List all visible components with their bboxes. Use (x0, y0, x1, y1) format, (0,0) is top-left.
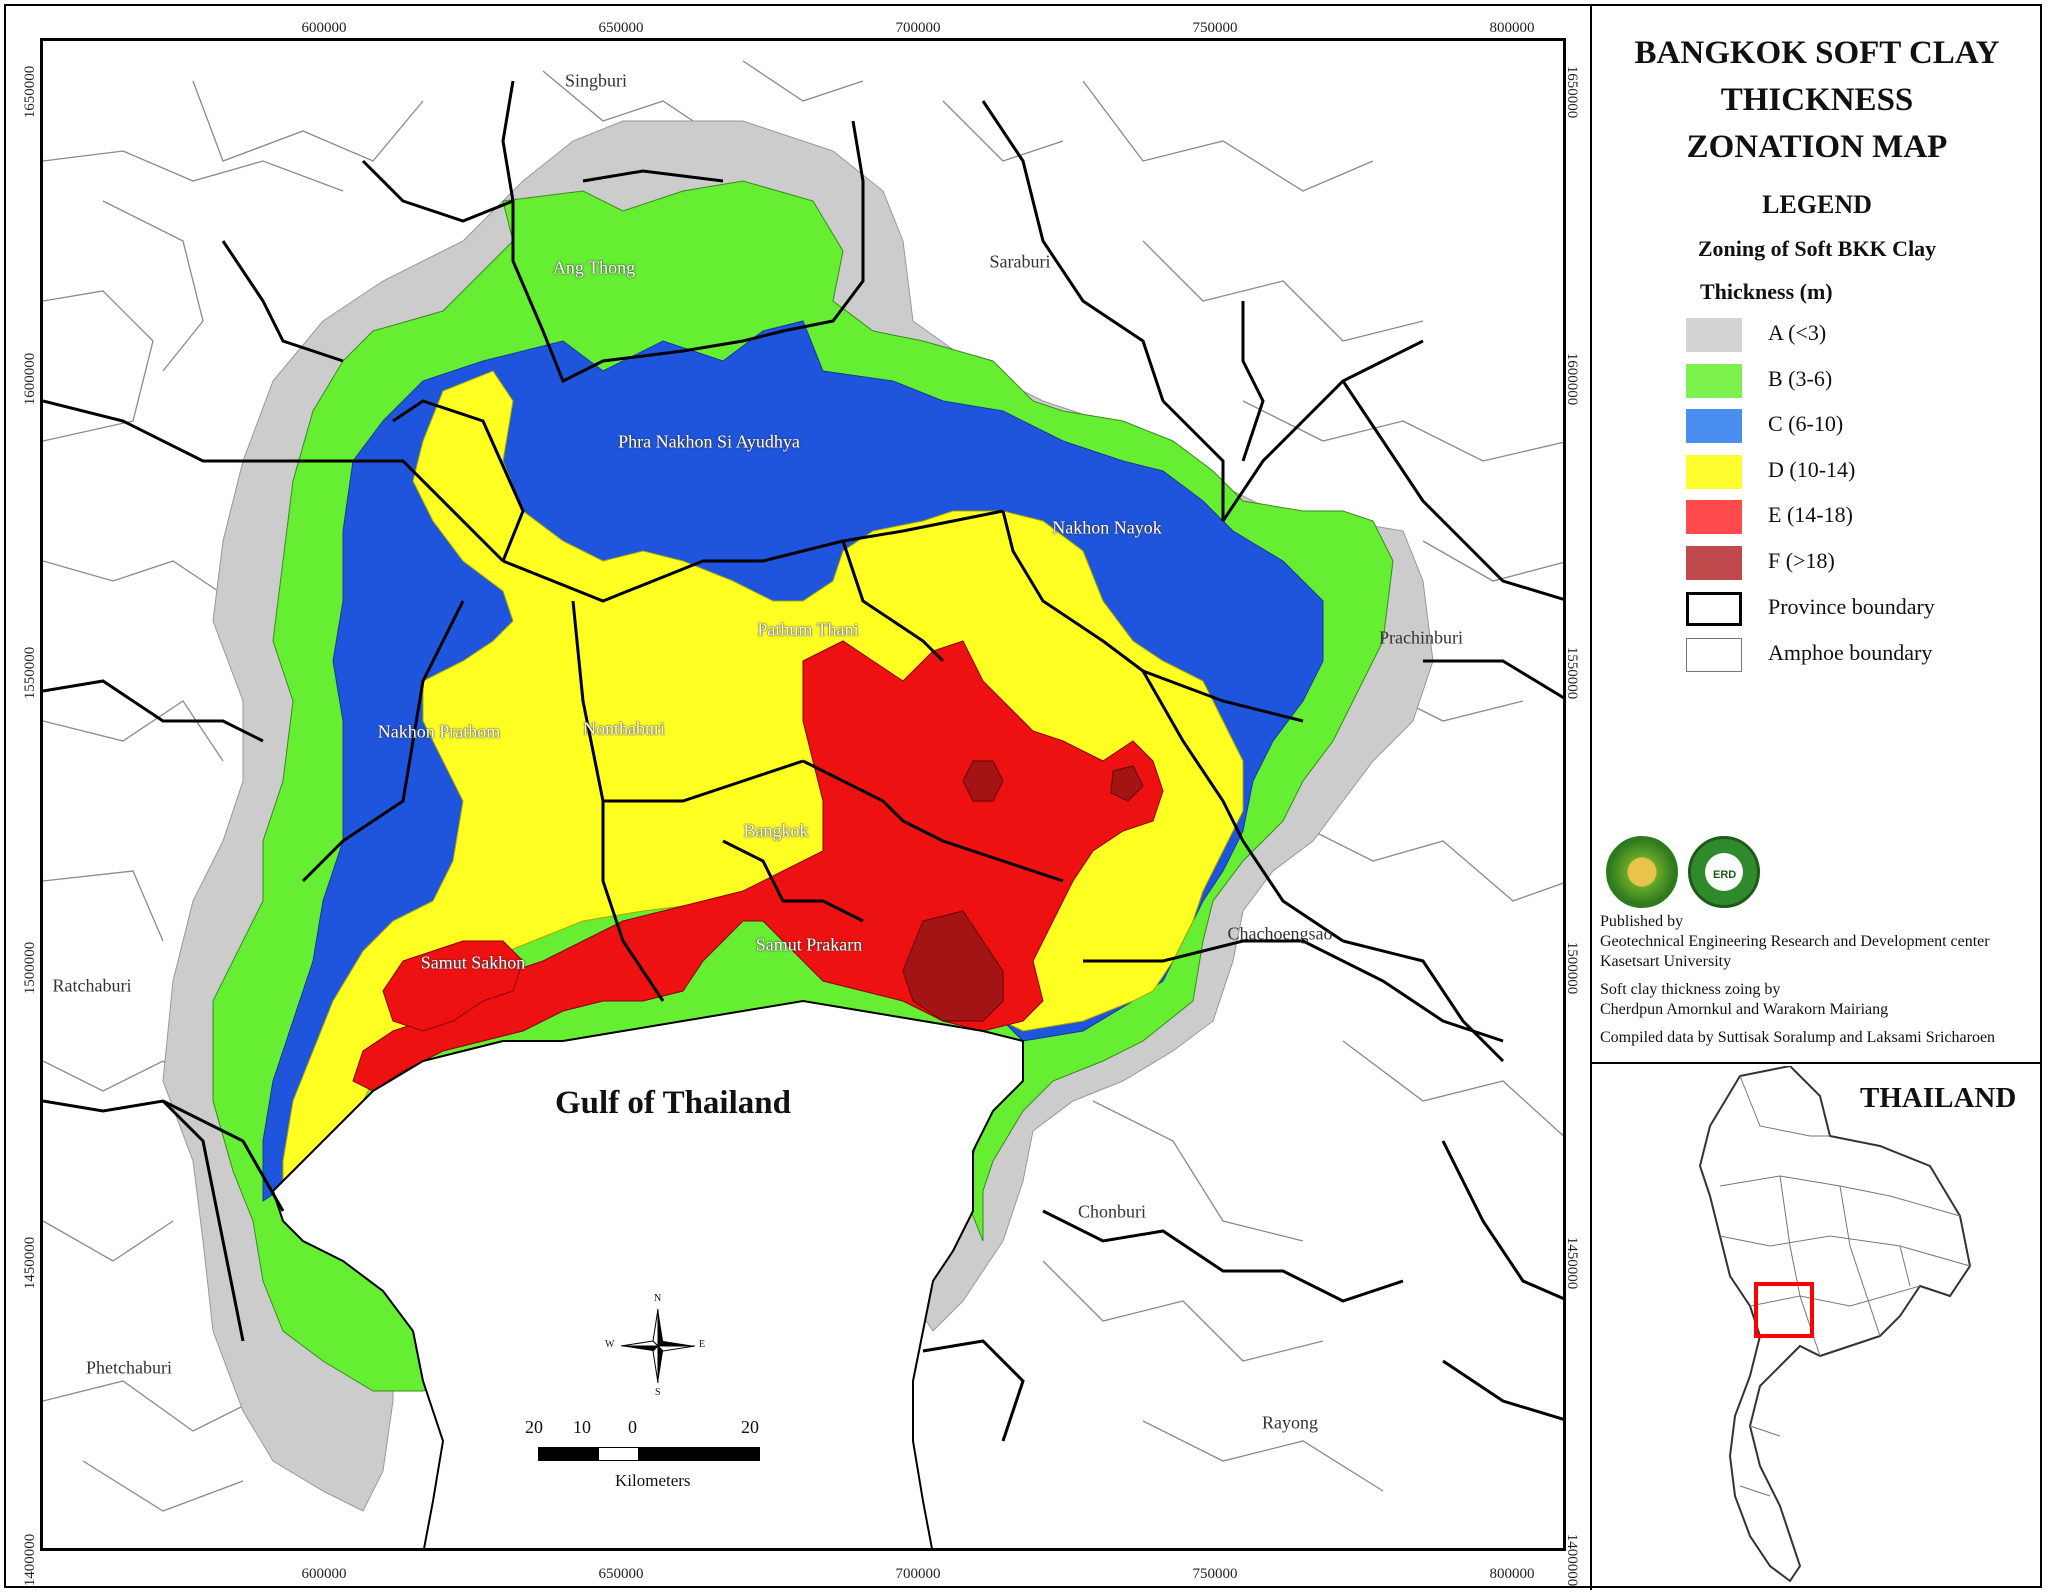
legend-thickness-label: Thickness (m) (1700, 279, 1833, 304)
zonation-map[interactable]: Singburi Saraburi Prachinburi Chachoengs… (40, 38, 1566, 1551)
scale-segment (538, 1447, 600, 1461)
label-nakhon-prathom: Nakhon Prathom (377, 721, 501, 742)
compass-icon (620, 1308, 696, 1384)
legend-swatch (1686, 592, 1742, 626)
thailand-inset-map[interactable] (1680, 1064, 1980, 1586)
province-boundaries (43, 80, 1563, 1442)
x-tick-bottom: 650000 (598, 1566, 644, 1582)
thailand-outline (1698, 1064, 1972, 1583)
label-samut-prakarn: Samut Prakarn (755, 934, 863, 955)
compass-s: S (655, 1387, 661, 1398)
scale-tick: 0 (628, 1417, 637, 1437)
legend-subheading: Zoning of Soft BKK Clay (1697, 236, 1937, 261)
title-line: ZONATION MAP (1686, 129, 1948, 165)
x-tick-top: 750000 (1192, 20, 1238, 36)
legend-label: E (14-18) (1768, 502, 1853, 527)
y-tick-left: 1400000 (22, 1533, 38, 1587)
gulf-of-thailand (271, 999, 1024, 1548)
zone-f-east (1110, 765, 1144, 802)
scale-unit: Kilometers (615, 1471, 691, 1490)
legend-swatch (1686, 364, 1742, 398)
sea-label: Gulf of Thailand (555, 1085, 791, 1121)
zone-f-north (962, 760, 1004, 802)
map-graphic (43, 41, 1563, 1548)
x-tick-bottom: 800000 (1489, 1566, 1535, 1582)
x-tick-top: 600000 (301, 20, 347, 36)
x-tick-top: 800000 (1489, 20, 1535, 36)
legend-swatch (1686, 409, 1742, 443)
y-tick-left: 1500000 (22, 941, 38, 995)
label-nakhon-nayok: Nakhon Nayok (1052, 517, 1162, 538)
inset-divider (1592, 1062, 2040, 1064)
map-title: BANGKOK SOFT CLAY THICKNESS ZONATION MAP (1596, 30, 2038, 171)
credits-published-by: Published by (1600, 913, 1684, 930)
label-samut-sakhon: Samut Sakhon (420, 952, 526, 973)
y-tick-left: 1600000 (22, 352, 38, 406)
y-tick-left: 1550000 (22, 646, 38, 700)
legend-swatch (1686, 318, 1742, 352)
legend-label: D (10-14) (1768, 457, 1856, 482)
credits-university: Kasetsart University (1600, 953, 1732, 970)
credits-center: Geotechnical Engineering Research and De… (1600, 933, 1990, 950)
credits: Published by Geotechnical Engineering Re… (1600, 912, 2040, 1048)
label-phetchaburi: Phetchaburi (86, 1357, 172, 1378)
compass-n: N (654, 1293, 662, 1304)
label-chachoengsao: Chachoengsao (1227, 923, 1333, 944)
label-prachinburi: Prachinburi (1379, 627, 1463, 648)
label-phra-nakhon-si-ayudhya: Phra Nakhon Si Ayudhya (618, 431, 800, 452)
compass-e: E (699, 1339, 706, 1350)
university-seal-logo (1606, 836, 1678, 908)
scale-bar: 20 10 0 20 Kilometers (523, 1417, 783, 1497)
scale-tick: 20 (525, 1417, 543, 1437)
amphoe-boundaries (43, 60, 1563, 1512)
credits-zoning-authors: Cherdpun Amornkul and Warakorn Mairiang (1600, 1001, 1889, 1018)
label-nonthaburi: Nonthaburi (583, 718, 665, 739)
zone-f (902, 910, 1004, 1022)
label-bangkok: Bangkok (743, 820, 809, 841)
y-tick-left: 1650000 (22, 65, 38, 119)
label-saraburi: Saraburi (989, 251, 1051, 272)
credits-compiled: Compiled data by Suttisak Soralump and L… (1600, 1029, 1996, 1046)
scale-tick: 10 (573, 1417, 591, 1437)
label-rayong: Rayong (1262, 1412, 1318, 1433)
x-tick-top: 650000 (598, 20, 644, 36)
coordinate-labels: 600000 650000 700000 750000 800000 60000… (8, 8, 1592, 1586)
inset-highlight (1754, 1282, 1814, 1338)
label-pathum-thani: Pathum Thani (757, 619, 859, 640)
x-tick-bottom: 750000 (1192, 1566, 1238, 1582)
legend-swatch (1686, 546, 1742, 580)
compass-w: W (605, 1339, 615, 1350)
label-ratchaburi: Ratchaburi (52, 975, 132, 996)
legend-swatch (1686, 638, 1742, 672)
legend-label: A (<3) (1768, 320, 1827, 345)
x-tick-bottom: 700000 (895, 1566, 941, 1582)
legend-label: B (3-6) (1768, 366, 1833, 391)
y-tick-left: 1450000 (22, 1236, 38, 1290)
legend-swatch (1686, 455, 1742, 489)
erd-logo-text: ERD (1713, 869, 1737, 881)
compass-rose: N S E W (605, 1293, 706, 1398)
panel-divider (1590, 4, 1592, 1590)
x-tick-top: 700000 (895, 20, 941, 36)
label-chonburi: Chonburi (1077, 1201, 1147, 1222)
inset-title: THAILAND (1860, 1082, 2017, 1114)
label-ang-thong: Ang Thong (552, 257, 636, 278)
legend-label: C (6-10) (1768, 411, 1844, 436)
zone-e-west (382, 940, 524, 1032)
erd-logo: ERD (1688, 836, 1760, 908)
scale-segment (598, 1447, 640, 1461)
legend-heading: LEGEND (1762, 190, 1872, 219)
map-frame (4, 4, 2042, 1588)
legend-label: Amphoe boundary (1768, 640, 1933, 665)
title-line: THICKNESS (1720, 82, 1914, 118)
label-singburi: Singburi (564, 70, 628, 91)
credits-zoning-by: Soft clay thickness zoing by (1600, 981, 1781, 998)
title-line: BANGKOK SOFT CLAY (1634, 35, 2000, 71)
legend-label: Province boundary (1768, 594, 1935, 619)
scale-tick: 20 (741, 1417, 759, 1437)
legend-swatch (1686, 500, 1742, 534)
x-tick-bottom: 600000 (301, 1566, 347, 1582)
scale-segment (638, 1447, 760, 1461)
legend-label: F (>18) (1768, 548, 1835, 573)
